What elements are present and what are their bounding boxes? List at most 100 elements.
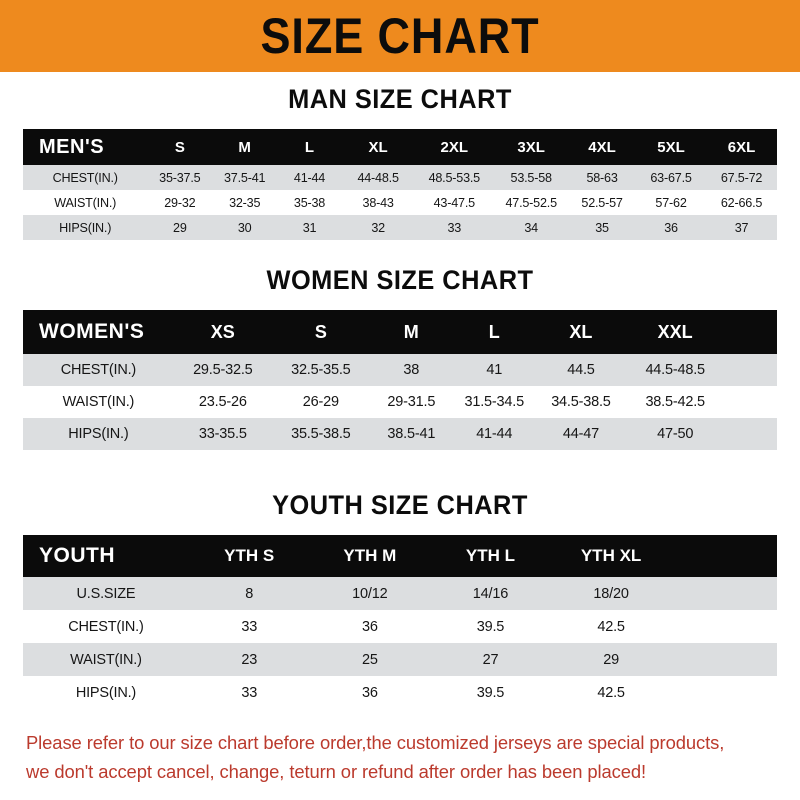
youth-cell-3-1: 36	[361, 684, 378, 701]
table-row: CHEST(IN.) 29.5-32.5 32.5-35.5 38 41 44.5 44.5…	[23, 354, 777, 386]
table-row: CHEST(IN.) 35-37.5 37.5-41 41-44 44-48.5 48.5…	[23, 165, 777, 190]
women-section-title: WOMEN SIZE CHART	[266, 265, 534, 295]
youth-cell-2-1: 25	[361, 651, 378, 668]
men-header-row: MEN'S S M L XL 2XL 3XL 4XL 5XL 6XL	[23, 129, 777, 165]
youth-row-label-1: CHEST(IN.)	[68, 618, 144, 635]
women-row-label-1: WAIST(IN.)	[62, 394, 135, 410]
youth-cell-1-2: 39.5	[476, 618, 505, 635]
women-row-label-0: CHEST(IN.)	[60, 362, 137, 378]
youth-cell-1-1: 36	[361, 618, 378, 635]
youth-cell-0-0: 8	[245, 585, 254, 602]
women-header-row: WOMEN'S XS S M L XL XXL	[23, 310, 777, 354]
men-size-header-3: XL	[368, 138, 388, 156]
youth-cell-0-4	[671, 577, 777, 610]
youth-header-label: YOUTH	[39, 544, 115, 567]
women-cell-1-2: 29-31.5	[387, 394, 436, 410]
men-size-header-6: 4XL	[588, 138, 616, 156]
men-cell-0-7: 63-67.5	[650, 170, 692, 185]
women-cell-0-4: 44.5	[567, 362, 595, 378]
men-cell-0-3: 44-48.5	[357, 170, 399, 185]
youth-cell-2-4	[671, 643, 777, 676]
table-row: WAIST(IN.) 29-32 32-35 35-38 38-43 43-47.5 47.…	[23, 190, 777, 215]
women-cell-2-6	[724, 418, 777, 450]
men-cell-1-2: 35-38	[293, 195, 326, 210]
youth-cell-1-0: 33	[241, 618, 258, 635]
men-cell-0-1: 37.5-41	[224, 170, 266, 185]
men-cell-2-3: 32	[371, 220, 385, 235]
table-row: U.S.SIZE 8 10/12 14/16 18/20	[23, 577, 777, 610]
women-size-header-0: XS	[210, 321, 235, 342]
youth-section-title: YOUTH SIZE CHART	[272, 490, 528, 520]
men-cell-0-8: 67.5-72	[720, 170, 763, 185]
table-row: CHEST(IN.) 33 36 39.5 42.5	[23, 610, 777, 643]
men-size-table: MEN'S S M L XL 2XL 3XL 4XL 5XL 6XL CHEST(IN.) 35-37…	[23, 129, 777, 240]
youth-cell-1-4	[671, 610, 777, 643]
men-cell-0-4: 48.5-53.5	[428, 170, 481, 185]
men-header-label: MEN'S	[39, 135, 105, 158]
order-policy-note: Please refer to our size chart before or…	[26, 728, 778, 786]
youth-size-table: YOUTH YTH S YTH M YTH L YTH XL U.S.SIZE 8 10/12…	[23, 535, 777, 709]
men-row-label-0: CHEST(IN.)	[52, 170, 118, 185]
women-cell-1-5: 38.5-42.5	[645, 394, 705, 410]
youth-cell-2-2: 27	[482, 651, 499, 668]
women-cell-0-5: 44.5-48.5	[645, 362, 705, 378]
table-row: HIPS(IN.) 29 30 31 32 33 34 35 36 37	[23, 215, 777, 240]
table-row: HIPS(IN.) 33-35.5 35.5-38.5 38.5-41 41-44 44-…	[23, 418, 777, 450]
women-row-label-2: HIPS(IN.)	[68, 426, 129, 442]
youth-cell-2-3: 29	[603, 651, 619, 668]
men-size-header-7: 5XL	[657, 138, 685, 156]
men-cell-2-5: 34	[524, 220, 538, 235]
women-cell-0-6	[724, 354, 777, 386]
men-size-header-2: L	[304, 138, 315, 156]
men-cell-1-5: 47.5-52.5	[505, 195, 557, 210]
youth-cell-0-1: 10/12	[352, 585, 388, 602]
youth-cell-0-2: 14/16	[472, 585, 509, 602]
youth-header-row: YOUTH YTH S YTH M YTH L YTH XL	[23, 535, 777, 577]
women-header-label: WOMEN'S	[39, 320, 145, 343]
men-cell-2-0: 29	[173, 220, 187, 235]
men-row-label-1: WAIST(IN.)	[54, 195, 117, 210]
men-cell-1-4: 43-47.5	[433, 195, 476, 210]
men-section-title: MAN SIZE CHART	[288, 84, 512, 114]
women-cell-0-2: 38	[403, 362, 420, 378]
youth-cell-3-0: 33	[241, 684, 258, 701]
women-cell-2-1: 35.5-38.5	[291, 426, 351, 442]
table-row: HIPS(IN.) 33 36 39.5 42.5	[23, 676, 777, 709]
youth-size-header-0: YTH S	[224, 546, 275, 565]
men-cell-0-0: 35-37.5	[159, 170, 201, 185]
youth-row-label-0: U.S.SIZE	[76, 585, 136, 602]
men-size-header-0: S	[174, 138, 185, 156]
women-size-header-1: S	[314, 321, 327, 342]
women-cell-1-6	[724, 386, 777, 418]
men-size-header-4: 2XL	[440, 138, 469, 156]
men-cell-1-3: 38-43	[362, 195, 394, 210]
youth-size-chart-section: YOUTH SIZE CHART YOUTH YTH S YTH M YTH L YTH…	[23, 490, 777, 709]
order-policy-note-line-2: we don't accept cancel, change, teturn o…	[26, 761, 647, 782]
men-size-header-1: M	[238, 138, 251, 156]
women-cell-2-4: 44-47	[562, 426, 599, 442]
women-cell-2-5: 47-50	[657, 426, 694, 442]
youth-row-label-3: HIPS(IN.)	[75, 684, 137, 701]
men-size-header-8: 6XL	[727, 138, 756, 156]
men-cell-2-6: 35	[595, 220, 609, 235]
men-cell-2-7: 36	[664, 220, 678, 235]
youth-size-header-3: YTH XL	[580, 546, 642, 565]
women-size-header-4: XL	[569, 321, 593, 342]
youth-cell-1-3: 42.5	[597, 618, 625, 635]
women-size-header-2: M	[403, 321, 419, 342]
youth-size-header-4	[671, 535, 777, 577]
youth-cell-3-2: 39.5	[476, 684, 505, 701]
men-cell-2-1: 30	[237, 220, 252, 235]
men-row-label-2: HIPS(IN.)	[59, 220, 112, 235]
youth-row-label-2: WAIST(IN.)	[70, 651, 142, 668]
youth-cell-3-4	[671, 676, 777, 709]
women-cell-2-2: 38.5-41	[387, 426, 436, 442]
women-size-header-6	[724, 310, 777, 354]
men-cell-2-4: 33	[447, 220, 462, 235]
men-size-header-5: 3XL	[517, 138, 545, 156]
page-banner: SIZE CHART	[0, 0, 800, 72]
women-cell-1-3: 31.5-34.5	[464, 394, 524, 410]
youth-cell-3-3: 42.5	[597, 684, 625, 701]
women-size-table: WOMEN'S XS S M L XL XXL CHEST(IN.) 29.5-32.5 32.5…	[23, 310, 777, 450]
women-cell-2-3: 41-44	[476, 426, 513, 442]
